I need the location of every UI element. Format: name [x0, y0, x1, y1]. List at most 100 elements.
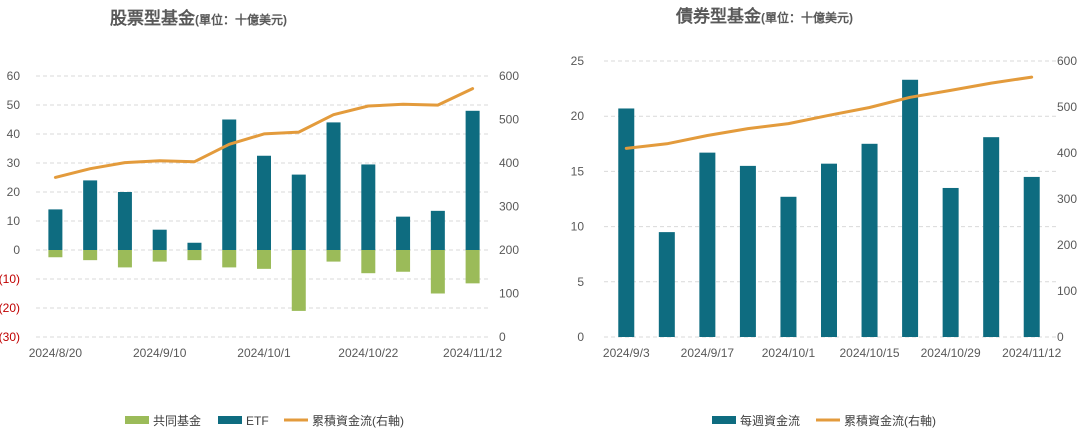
bar-mutual-fund — [152, 250, 167, 262]
bar-mutual-fund — [465, 250, 480, 284]
legend-label-cumulative: 累積資金流(右軸) — [844, 413, 936, 428]
x-axis-tick-label: 2024/11/12 — [1002, 346, 1061, 360]
bond-legend: 每週資金流 累積資金流(右軸) — [712, 413, 936, 428]
bar-etf — [291, 174, 306, 250]
right-axis-tick-label: 300 — [1057, 192, 1077, 206]
bar-mutual-fund — [291, 250, 306, 311]
right-axis-tick-label: 100 — [1057, 284, 1077, 298]
left-axis-tick-label: 25 — [571, 54, 585, 68]
right-axis-tick-label: 400 — [499, 156, 519, 170]
equity-legend: 共同基金 ETF 累積資金流(右軸) — [125, 413, 404, 428]
bar-etf — [326, 122, 341, 250]
right-axis-tick-label: 200 — [1057, 238, 1077, 252]
bar-etf — [396, 216, 411, 250]
bar-mutual-fund — [83, 250, 98, 261]
legend-label-mutual-fund: 共同基金 — [153, 413, 201, 428]
left-axis-tick-label: (10) — [0, 272, 20, 286]
x-axis-tick-label: 2024/10/1 — [237, 346, 291, 360]
x-axis-tick-label: 2024/11/12 — [443, 346, 502, 360]
bar-etf — [152, 229, 167, 250]
bond-x-axis: 2024/9/3 2024/9/17 2024/10/1 2024/10/15 2024… — [603, 346, 1062, 360]
x-axis-tick-label: 2024/10/1 — [762, 346, 816, 360]
bar-etf — [861, 143, 878, 337]
left-axis-tick-label: 20 — [7, 185, 21, 199]
legend-swatch-etf — [218, 416, 242, 424]
left-axis-tick-label: 40 — [7, 127, 21, 141]
left-axis-tick-label: 60 — [7, 69, 21, 83]
bar-etf — [658, 232, 675, 337]
bar-etf — [902, 79, 919, 337]
equity-chart-title: 股票型基金(單位：十億美元) — [110, 8, 287, 28]
right-axis-tick-label: 600 — [1057, 54, 1077, 68]
bar-mutual-fund — [361, 250, 376, 274]
bar-etf — [430, 210, 445, 250]
equity-left-axis: (30) (20) (10) 0 10 20 30 40 50 60 — [0, 69, 20, 344]
bar-etf — [257, 155, 271, 250]
left-axis-tick-label: 10 — [571, 220, 585, 234]
left-axis-tick-label: 10 — [7, 214, 21, 228]
equity-cumulative-line — [53, 87, 475, 179]
right-axis-tick-label: 500 — [1057, 100, 1077, 114]
x-axis-tick-label: 2024/9/10 — [133, 346, 187, 360]
bar-etf — [739, 165, 756, 337]
bar-etf — [699, 152, 716, 337]
bar-etf — [465, 110, 480, 250]
x-axis-tick-label: 2024/9/3 — [603, 346, 650, 360]
bar-etf — [48, 209, 63, 250]
bar-mutual-fund — [117, 250, 132, 268]
left-axis-tick-label: 50 — [7, 98, 21, 112]
left-axis-tick-label: 15 — [571, 164, 585, 178]
bar-mutual-fund — [396, 250, 411, 272]
right-axis-tick-label: 400 — [1057, 146, 1077, 160]
bar-mutual-fund — [222, 250, 237, 268]
bar-etf — [780, 196, 797, 337]
bar-mutual-fund — [187, 250, 202, 261]
bar-etf — [117, 192, 132, 250]
right-axis-tick-label: 200 — [499, 243, 519, 257]
bond-chart-title: 債券型基金(單位：十億美元) — [675, 6, 853, 26]
left-axis-tick-label: (30) — [0, 330, 20, 344]
legend-swatch-mutual-fund — [125, 416, 149, 424]
bond-left-axis: 0 5 10 15 20 25 — [571, 54, 585, 344]
right-axis-tick-label: 300 — [499, 200, 519, 214]
bond-bars — [618, 79, 1040, 337]
bar-etf — [1023, 176, 1040, 337]
left-axis-tick-label: 30 — [7, 156, 21, 170]
legend-label-weekly-flow: 每週資金流 — [740, 413, 800, 428]
bar-etf — [942, 187, 959, 337]
equity-fund-chart: 股票型基金(單位：十億美元) (30) (20) (10) 0 10 20 30 40 50 60… — [0, 8, 519, 428]
left-axis-tick-label: (20) — [0, 301, 20, 315]
cumulative-flow-line — [53, 87, 475, 179]
bar-mutual-fund — [326, 250, 341, 262]
bond-right-axis: 0 100 200 300 400 500 600 — [1057, 54, 1077, 344]
right-axis-tick-label: 500 — [499, 113, 519, 127]
left-axis-tick-label: 5 — [577, 275, 584, 289]
legend-label-etf: ETF — [246, 414, 269, 428]
equity-x-axis: 2024/8/20 2024/9/10 2024/10/1 2024/10/22 202… — [29, 346, 503, 360]
left-axis-tick-label: 0 — [13, 243, 20, 257]
equity-bars — [48, 110, 480, 311]
right-axis-tick-label: 0 — [1057, 330, 1064, 344]
cumulative-flow-line — [624, 75, 1034, 150]
bar-etf — [983, 137, 1000, 337]
equity-right-axis: 0 100 200 300 400 500 600 — [499, 69, 519, 344]
bar-mutual-fund — [430, 250, 445, 294]
bar-etf — [222, 119, 237, 250]
bar-mutual-fund — [257, 250, 271, 269]
right-axis-tick-label: 0 — [499, 330, 506, 344]
bar-etf — [83, 180, 98, 250]
bar-etf — [361, 164, 376, 250]
right-axis-tick-label: 100 — [499, 287, 519, 301]
bar-mutual-fund — [48, 250, 63, 258]
bar-etf — [821, 163, 837, 337]
left-axis-tick-label: 0 — [577, 330, 584, 344]
x-axis-tick-label: 2024/9/17 — [681, 346, 735, 360]
right-axis-tick-label: 600 — [499, 69, 519, 83]
left-axis-tick-label: 20 — [571, 109, 585, 123]
legend-label-cumulative: 累積資金流(右軸) — [312, 413, 404, 428]
bar-etf — [187, 242, 202, 250]
legend-swatch-weekly-flow — [712, 416, 736, 424]
x-axis-tick-label: 2024/10/29 — [921, 346, 981, 360]
x-axis-tick-label: 2024/10/15 — [840, 346, 900, 360]
